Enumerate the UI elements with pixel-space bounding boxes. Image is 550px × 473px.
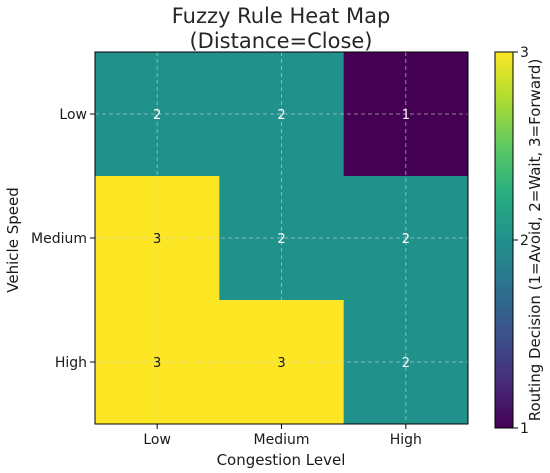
y-tick-label: Low: [59, 107, 87, 123]
y-axis-label: Vehicle Speed: [4, 187, 22, 292]
colorbar-tick-label: 1: [520, 421, 529, 437]
heatmap-gridlines: [95, 52, 468, 424]
cell-value-label: 2: [277, 232, 285, 247]
cell-value-label: 2: [402, 232, 410, 247]
heatmap-cell: [95, 52, 220, 177]
cell-value-label: 3: [277, 356, 285, 371]
y-tick-label: Medium: [31, 231, 87, 247]
cell-value-label: 2: [153, 108, 161, 123]
y-axis-ticks: Low Medium High: [31, 107, 95, 371]
x-axis-ticks: Low Medium High: [143, 424, 422, 448]
cell-value-label: 2: [277, 108, 285, 123]
chart-title-line2: (Distance=Close): [189, 29, 372, 53]
x-axis-label: Congestion Level: [217, 451, 346, 469]
heatmap-cell-labels: 2 2 1 3 2 2 3 3 2: [153, 108, 410, 371]
colorbar: [494, 51, 514, 429]
colorbar-ticks: 1 2 3: [513, 45, 529, 437]
cell-value-label: 1: [402, 108, 410, 123]
colorbar-tick-label: 2: [520, 233, 529, 249]
colorbar-tick-label: 3: [520, 45, 529, 61]
colorbar-label: Routing Decision (1=Avoid, 2=Wait, 3=For…: [526, 59, 544, 422]
x-tick-label: Low: [143, 432, 171, 448]
chart-title-line1: Fuzzy Rule Heat Map: [172, 4, 391, 28]
cell-value-label: 2: [402, 356, 410, 371]
heatmap-cell: [219, 52, 345, 177]
x-tick-label: High: [390, 432, 422, 448]
x-tick-label: Medium: [254, 432, 310, 448]
cell-value-label: 3: [153, 232, 161, 247]
cell-value-label: 3: [153, 356, 161, 371]
y-tick-label: High: [55, 355, 87, 371]
